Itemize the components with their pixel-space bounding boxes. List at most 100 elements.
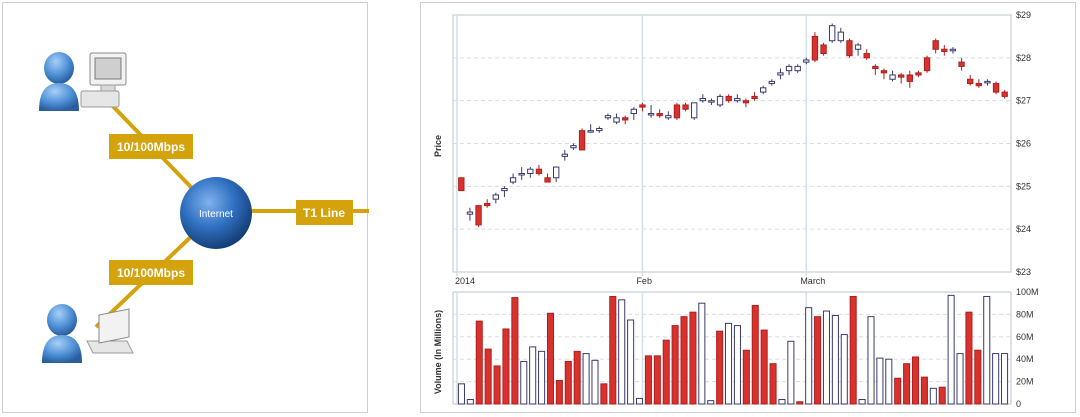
volume-bar: [831, 315, 839, 405]
candlestick: [820, 42, 827, 56]
candlestick: [760, 85, 767, 95]
volume-bar: [974, 349, 982, 405]
candlestick: [898, 72, 905, 84]
volume-bar: [920, 376, 928, 405]
candlestick: [475, 205, 482, 228]
stock-chart-panel: $23 $24 $25 $26 $27 $28 $29 2014 Feb March 0 20M 40…: [420, 2, 1076, 413]
volume-bar: [618, 299, 626, 405]
volume-bar: [733, 325, 741, 405]
candlestick: [846, 38, 853, 58]
candlestick: [458, 177, 465, 192]
volume-bar: [520, 360, 528, 405]
candlestick: [509, 173, 517, 185]
candlestick: [958, 57, 965, 71]
volume-tick-label: 100M: [1016, 287, 1039, 297]
candlestick: [1001, 89, 1008, 99]
candlestick: [492, 192, 499, 204]
volume-bar: [983, 295, 991, 405]
volume-bar: [876, 357, 884, 405]
volume-bar: [591, 359, 599, 405]
candlestick: [975, 79, 982, 88]
candlestick: [785, 64, 793, 75]
volume-bar: [965, 311, 973, 405]
candlestick: [941, 44, 948, 56]
volume-bar: [867, 316, 875, 405]
candlestick: [596, 126, 603, 133]
candlestick: [923, 55, 931, 73]
volume-bar: [627, 319, 635, 405]
volume-bar: [725, 322, 733, 405]
volume-bar: [858, 399, 866, 405]
volume-bar: [484, 348, 492, 405]
volume-bar: [653, 355, 661, 405]
volume-bar: [787, 340, 795, 405]
price-tick-label: $28: [1016, 53, 1031, 63]
volume-bar: [929, 387, 937, 405]
candlestick: [527, 167, 534, 178]
volume-bar: [849, 295, 857, 405]
volume-bar: [662, 339, 670, 405]
volume-bar: [582, 353, 590, 405]
volume-tick-label: 40M: [1016, 354, 1034, 364]
candlestick: [544, 173, 551, 183]
candlestick: [708, 98, 715, 105]
x-tick-label: Feb: [636, 276, 652, 286]
link-top-label: 10/100Mbps: [117, 140, 185, 154]
volume-bar: [573, 350, 581, 405]
candlestick: [742, 98, 750, 108]
x-tick-label: March: [800, 276, 825, 286]
candlestick: [570, 143, 577, 150]
candlestick: [949, 47, 957, 54]
candlestick: [587, 124, 594, 133]
price-plot-area: [452, 14, 1012, 273]
price-chart: $23 $24 $25 $26 $27 $28 $29 2014 Feb March: [452, 10, 1031, 286]
volume-bar: [760, 329, 768, 405]
volume-bar: [894, 377, 902, 405]
stock-chart: $23 $24 $25 $26 $27 $28 $29 2014 Feb March 0 20M 40…: [433, 10, 1039, 409]
volume-bar: [814, 316, 822, 405]
volume-bar: [511, 297, 519, 405]
volume-bar: [475, 320, 483, 405]
candlestick: [932, 38, 939, 54]
volume-chart: 0 20M 40M 60M 80M 100M: [452, 287, 1039, 409]
candlestick: [751, 92, 758, 101]
volume-bar: [840, 334, 848, 405]
link-bottom-label: 10/100Mbps: [117, 266, 185, 280]
candlestick: [725, 94, 732, 103]
price-tick-label: $27: [1016, 96, 1031, 106]
candlestick: [880, 68, 888, 80]
price-tick-label: $25: [1016, 181, 1031, 191]
volume-bar: [466, 399, 474, 405]
price-axis-title: Price: [433, 135, 443, 157]
volume-bar: [671, 325, 679, 405]
volume-bar: [635, 397, 644, 405]
volume-bar: [600, 383, 608, 405]
volume-bar: [529, 346, 537, 405]
candlestick: [535, 164, 543, 176]
volume-bar: [778, 399, 786, 405]
candlestick: [656, 109, 663, 118]
link-top-label-box: 10/100Mbps: [109, 134, 193, 159]
candlestick: [682, 102, 689, 112]
volume-tick-label: 60M: [1016, 332, 1034, 342]
candlestick: [984, 79, 991, 86]
candlestick: [915, 70, 922, 78]
candlestick: [716, 94, 724, 108]
hub-label: Internet: [199, 209, 233, 220]
volume-bar: [769, 363, 777, 405]
volume-bar: [689, 311, 697, 405]
candlestick: [734, 94, 741, 103]
candlestick: [811, 32, 819, 63]
volume-bar: [707, 400, 715, 405]
volume-bar: [609, 295, 617, 405]
candlestick: [906, 70, 913, 88]
price-tick-label: $23: [1016, 267, 1031, 277]
candlestick: [863, 49, 870, 60]
globe-hub-icon: Internet: [180, 177, 252, 249]
candlestick: [992, 81, 1000, 95]
candlestick: [613, 113, 620, 125]
price-tick-label: $26: [1016, 139, 1031, 149]
volume-tick-label: 0: [1016, 399, 1021, 409]
volume-bar: [805, 307, 813, 405]
candlestick: [872, 64, 879, 75]
